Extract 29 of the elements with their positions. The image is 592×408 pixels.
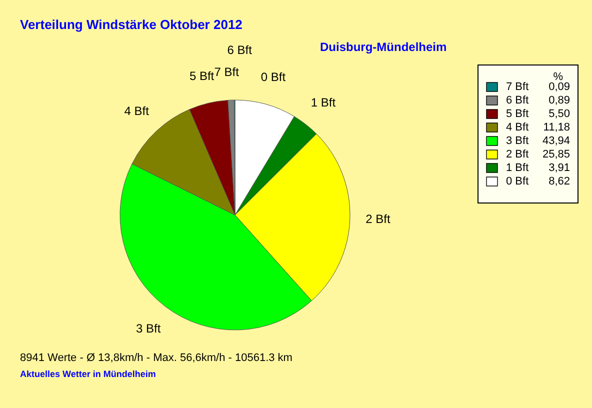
slice-label: 7 Bft (214, 65, 240, 80)
slice-label: 4 Bft (124, 104, 150, 118)
legend-label: 1 Bft (506, 162, 529, 174)
data-label: 43,94 (542, 135, 570, 147)
chart-subtitle: Duisburg-Mündelheim (320, 40, 447, 54)
text: 8941 Werte - Ø 13,8km/h - Max. 56,6km/h - 10561.3 km (20, 352, 292, 364)
slice-label: 5 Bft (189, 68, 215, 83)
chart-title: Verteilung Windstärke Oktober 2012 (20, 17, 242, 32)
slice-label: 3 Bft (136, 322, 162, 336)
category-label: 6 Bft (227, 43, 252, 58)
data-label: 0,09 (548, 81, 570, 93)
data-label: 8,62 (548, 176, 570, 188)
data-label: 25,85 (542, 148, 570, 160)
legend-label: 7 Bft (506, 81, 529, 93)
slice-label: 0 Bft (260, 70, 286, 84)
legend-label: 4 Bft (506, 122, 529, 134)
legend-title: % (553, 71, 564, 83)
data-label: 11,18 (543, 122, 570, 134)
legend-label: 2 Bft (506, 148, 529, 160)
data-label: 5,50 (548, 108, 570, 120)
slice-label: 2 Bft (366, 212, 391, 226)
legend-label: 3 Bft (506, 135, 529, 147)
legend-label: 6 Bft (506, 94, 529, 106)
text: Aktuelles Wetter in Mündelheim (20, 369, 156, 379)
slice-label: 1 Bft (310, 95, 336, 110)
data-label: 3,91 (548, 162, 570, 174)
legend-label: 5 Bft (506, 108, 529, 120)
legend-label: 0 Bft (506, 176, 529, 188)
data-label: 0,89 (548, 94, 570, 106)
